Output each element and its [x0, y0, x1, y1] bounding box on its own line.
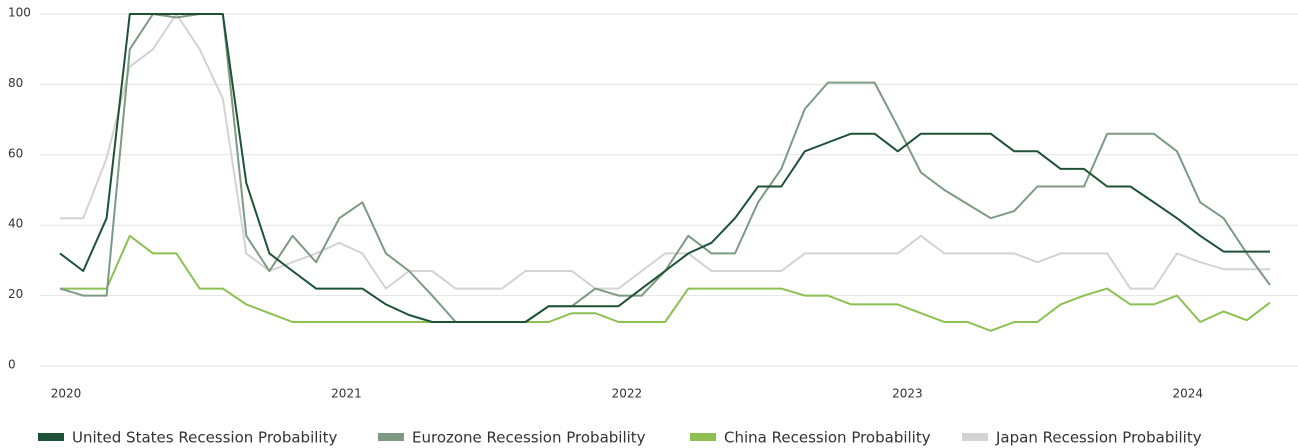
- legend-swatch: [690, 433, 716, 441]
- legend-swatch: [378, 433, 404, 441]
- series-line: [59, 13, 1271, 323]
- y-tick-label: 0: [8, 358, 16, 372]
- y-tick-label: 20: [8, 287, 23, 301]
- y-tick-label: 60: [8, 146, 23, 160]
- legend-label: Japan Recession Probability: [995, 429, 1202, 447]
- legend-label: China Recession Probability: [724, 429, 931, 447]
- y-tick-label: 100: [8, 6, 31, 20]
- y-tick-label: 40: [8, 217, 23, 231]
- legend-swatch: [38, 433, 64, 441]
- legend-label: United States Recession Probability: [72, 429, 337, 447]
- y-tick-label: 80: [8, 76, 23, 90]
- legend-label: Eurozone Recession Probability: [412, 429, 646, 447]
- x-tick-label: 2021: [331, 387, 362, 401]
- series-line: [59, 13, 1270, 323]
- x-tick-label: 2022: [612, 387, 643, 401]
- x-tick-label: 2020: [51, 387, 82, 401]
- series-line: [60, 13, 1270, 290]
- series-line: [60, 234, 1271, 332]
- x-tick-label: 2023: [892, 387, 923, 401]
- legend-swatch: [962, 433, 988, 441]
- x-tick-label: 2024: [1173, 387, 1204, 401]
